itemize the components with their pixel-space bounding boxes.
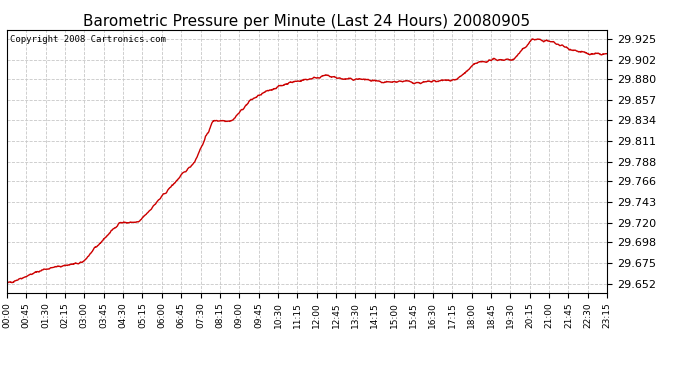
Text: Copyright 2008 Cartronics.com: Copyright 2008 Cartronics.com: [10, 35, 166, 44]
Title: Barometric Pressure per Minute (Last 24 Hours) 20080905: Barometric Pressure per Minute (Last 24 …: [83, 14, 531, 29]
